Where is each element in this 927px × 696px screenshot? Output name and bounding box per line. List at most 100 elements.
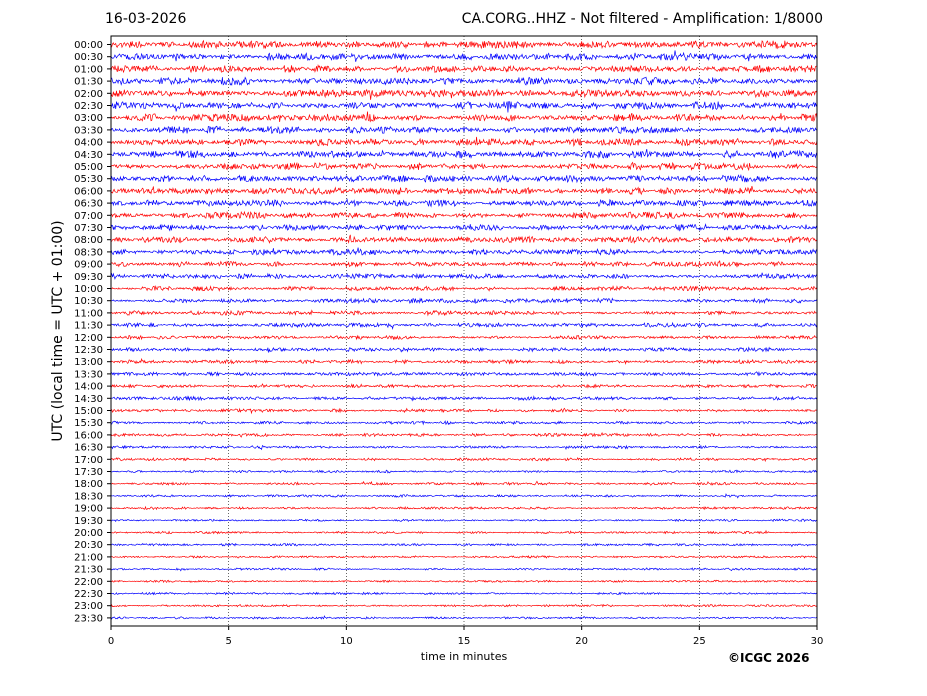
y-tick-label: 13:00 bbox=[74, 357, 103, 368]
y-tick-label: 18:00 bbox=[74, 479, 103, 490]
seismic-trace-0130 bbox=[110, 76, 818, 86]
y-tick-label: 03:00 bbox=[74, 113, 103, 124]
seismic-trace-1000 bbox=[110, 285, 818, 292]
x-axis-label: time in minutes bbox=[420, 650, 508, 663]
y-tick-label: 00:00 bbox=[74, 40, 103, 51]
y-tick-label: 11:00 bbox=[74, 308, 103, 319]
y-tick-label: 22:00 bbox=[74, 577, 103, 588]
y-tick-label: 20:30 bbox=[74, 540, 103, 551]
y-tick-label: 01:30 bbox=[74, 77, 103, 88]
seismic-trace-0200 bbox=[110, 88, 818, 100]
seismic-trace-0900 bbox=[110, 260, 818, 268]
seismic-trace-1030 bbox=[110, 297, 818, 305]
grid-lines bbox=[228, 36, 700, 626]
seismic-trace-1400 bbox=[110, 383, 818, 389]
y-tick-label: 10:30 bbox=[74, 296, 103, 307]
y-tick-label: 03:30 bbox=[74, 125, 103, 136]
seismic-trace-2300 bbox=[110, 603, 818, 608]
seismic-trace-0430 bbox=[110, 148, 818, 160]
seismic-trace-2000 bbox=[110, 529, 818, 535]
y-tick-label: 06:30 bbox=[74, 199, 103, 210]
y-tick-label: 09:00 bbox=[74, 260, 103, 271]
seismic-trace-1900 bbox=[110, 505, 818, 511]
seismic-trace-0830 bbox=[110, 247, 818, 256]
seismic-trace-1830 bbox=[110, 493, 818, 499]
y-tick-label: 13:30 bbox=[74, 369, 103, 380]
y-tick-label: 09:30 bbox=[74, 272, 103, 283]
x-tick-labels: 0 5 10 15 20 25 30 bbox=[108, 626, 824, 647]
y-tick-label: 22:30 bbox=[74, 589, 103, 600]
seismic-trace-1500 bbox=[110, 407, 818, 415]
y-tick-label: 14:30 bbox=[74, 394, 103, 405]
seismic-trace-0100 bbox=[110, 63, 818, 74]
y-tick-label: 08:00 bbox=[74, 235, 103, 246]
y-tick-label: 16:30 bbox=[74, 443, 103, 454]
seismic-trace-0300 bbox=[110, 111, 818, 123]
x-tick-label: 10 bbox=[340, 636, 353, 647]
y-tick-label: 02:30 bbox=[74, 101, 103, 112]
seismic-trace-1230 bbox=[110, 346, 818, 353]
y-tick-label: 16:00 bbox=[74, 430, 103, 441]
y-tick-label: 05:00 bbox=[74, 162, 103, 173]
seismic-trace-2230 bbox=[110, 591, 818, 596]
seismic-traces bbox=[110, 39, 818, 620]
seismic-trace-1130 bbox=[110, 321, 818, 330]
y-tick-label: 21:00 bbox=[74, 552, 103, 563]
y-tick-label: 12:30 bbox=[74, 345, 103, 356]
seismic-trace-0030 bbox=[110, 50, 818, 62]
y-tick-label: 07:00 bbox=[74, 211, 103, 222]
seismic-trace-0330 bbox=[110, 125, 818, 135]
y-tick-label: 07:30 bbox=[74, 223, 103, 234]
x-tick-label: 30 bbox=[811, 636, 824, 647]
y-tick-label: 04:30 bbox=[74, 150, 103, 161]
seismic-trace-1600 bbox=[110, 432, 818, 438]
y-tick-label: 06:00 bbox=[74, 186, 103, 197]
seismic-trace-0600 bbox=[110, 185, 818, 196]
y-tick-label: 17:30 bbox=[74, 467, 103, 478]
y-tick-label: 01:00 bbox=[74, 64, 103, 75]
y-tick-label: 12:00 bbox=[74, 333, 103, 344]
y-tick-label: 08:30 bbox=[74, 247, 103, 258]
seismic-trace-1430 bbox=[110, 395, 818, 402]
seismic-trace-2030 bbox=[110, 542, 818, 548]
y-tick-label: 00:30 bbox=[74, 52, 103, 63]
y-tick-label: 23:30 bbox=[74, 613, 103, 624]
y-tick-label: 11:30 bbox=[74, 321, 103, 332]
y-tick-label: 15:00 bbox=[74, 406, 103, 417]
y-tick-label: 20:00 bbox=[74, 528, 103, 539]
seismic-trace-0500 bbox=[110, 161, 818, 172]
y-tick-label: 21:30 bbox=[74, 565, 103, 576]
seismic-trace-1930 bbox=[110, 518, 818, 523]
seismic-trace-0530 bbox=[110, 173, 818, 184]
copyright-label: ©ICGC 2026 bbox=[728, 651, 810, 665]
y-tick-label: 02:00 bbox=[74, 89, 103, 100]
x-tick-label: 25 bbox=[693, 636, 706, 647]
seismic-trace-0730 bbox=[110, 223, 818, 232]
date-label: 16-03-2026 bbox=[105, 11, 187, 27]
y-tick-label: 05:30 bbox=[74, 174, 103, 185]
seismic-trace-2330 bbox=[110, 615, 818, 620]
y-tick-label: 19:00 bbox=[74, 504, 103, 515]
seismic-trace-0800 bbox=[110, 234, 818, 245]
seismic-trace-0400 bbox=[110, 136, 818, 148]
x-tick-label: 15 bbox=[458, 636, 471, 647]
y-tick-label: 15:30 bbox=[74, 418, 103, 429]
y-tick-label: 19:30 bbox=[74, 516, 103, 527]
seismic-trace-1700 bbox=[110, 457, 818, 463]
seismic-trace-1300 bbox=[110, 357, 818, 366]
y-tick-label: 04:00 bbox=[74, 138, 103, 149]
y-tick-label: 17:00 bbox=[74, 455, 103, 466]
seismic-trace-1630 bbox=[110, 444, 818, 451]
x-tick-label: 5 bbox=[225, 636, 231, 647]
seismic-trace-2200 bbox=[110, 579, 818, 584]
station-title: CA.CORG..HHZ - Not filtered - Amplificat… bbox=[461, 11, 823, 27]
seismic-trace-2130 bbox=[110, 567, 818, 572]
seismic-trace-1200 bbox=[110, 334, 818, 341]
seismic-trace-0230 bbox=[110, 100, 818, 113]
seismic-trace-1530 bbox=[110, 420, 818, 426]
seismic-trace-0700 bbox=[110, 210, 818, 220]
seismic-trace-0630 bbox=[110, 198, 818, 208]
seismic-trace-2100 bbox=[110, 554, 818, 559]
